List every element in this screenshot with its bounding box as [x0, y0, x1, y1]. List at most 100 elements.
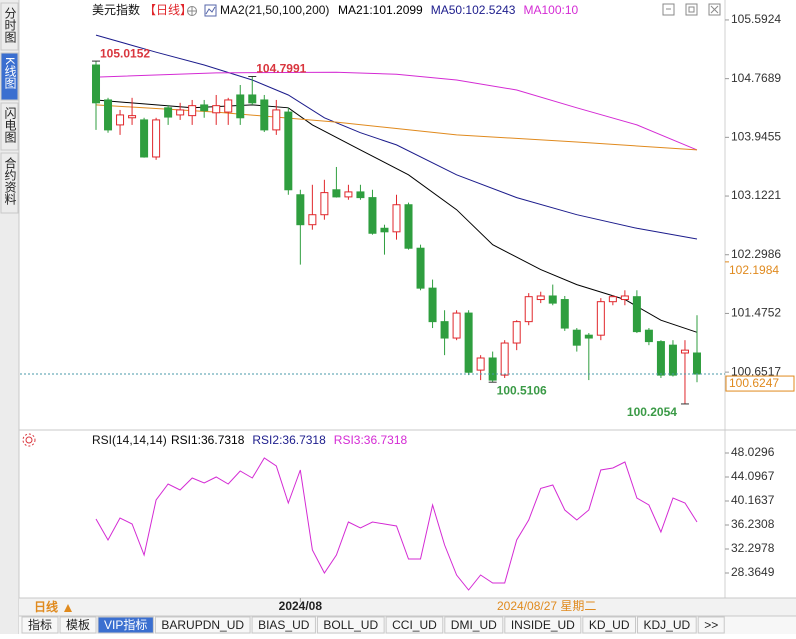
candle-body — [248, 94, 257, 104]
candle-body — [416, 247, 425, 289]
window-icons[interactable] — [662, 3, 721, 16]
price-marker-label: 102.1984 — [729, 263, 779, 277]
candle-body — [116, 114, 125, 126]
indicator-tab[interactable] — [582, 616, 637, 634]
sidebar-tab[interactable] — [0, 2, 19, 51]
ma-line — [95, 104, 698, 151]
y-tick-label: 48.0296 — [731, 445, 775, 459]
candle-body — [692, 352, 701, 375]
indicator-tab-label[interactable]: BARUPDN_UD — [161, 618, 244, 632]
ma-line — [95, 71, 698, 151]
candle-body — [356, 191, 365, 199]
ma-line — [95, 34, 698, 240]
candle-body — [596, 301, 605, 336]
candle-body — [668, 344, 677, 376]
candle-body — [572, 329, 581, 346]
indicator-tab[interactable] — [504, 616, 582, 634]
indicator-tab[interactable] — [154, 616, 251, 634]
indicator-tab[interactable] — [97, 616, 154, 634]
extreme-label: 105.0152 — [100, 46, 150, 60]
candle-body — [512, 321, 521, 344]
indicator-tab-label[interactable]: VIP指标 — [104, 617, 147, 632]
y-tick-label: 32.2978 — [731, 541, 775, 555]
candle-body — [632, 296, 641, 333]
candle-body — [332, 189, 341, 198]
sidebar-tab-label[interactable]: 合约资料 — [3, 156, 17, 205]
candle-body — [284, 111, 293, 191]
sidebar-tab-label[interactable]: 闪电图 — [3, 107, 17, 143]
sidebar-tab-label[interactable]: K线图 — [3, 57, 17, 89]
y-tick-label: 40.1637 — [731, 493, 775, 507]
x-tick-label: 2024/08 — [279, 599, 323, 613]
legend-entry: RSI3:36.7318 — [334, 433, 408, 447]
extreme-label: 104.7991 — [256, 62, 306, 76]
indicator-icon[interactable] — [204, 4, 217, 17]
indicator-tab-label[interactable]: DMI_UD — [451, 618, 497, 632]
legend-entry: MA21:101.2099 — [338, 3, 423, 17]
indicator-tab-label[interactable]: CCI_UD — [392, 618, 437, 632]
extreme-label: 100.2054 — [627, 405, 677, 419]
indicator-tab[interactable] — [444, 616, 504, 634]
indicator-tab-label[interactable]: 指标 — [28, 617, 52, 632]
indicator-tab[interactable] — [21, 616, 59, 634]
y-tick-label: 105.5924 — [731, 12, 781, 26]
period[interactable]: 【日线】 — [144, 3, 192, 17]
candle-body — [488, 357, 497, 381]
candle-body — [236, 94, 245, 119]
candle-body — [404, 204, 413, 249]
candle-body — [368, 197, 377, 234]
y-tick-label: 36.2308 — [731, 517, 775, 531]
time-axis-bar — [19, 598, 796, 616]
candle-body — [128, 115, 137, 119]
candle-body — [152, 119, 161, 158]
y-tick-label: 104.7689 — [731, 71, 781, 85]
y-tick-label: 101.4752 — [731, 306, 781, 320]
candle-body — [680, 349, 689, 354]
add-icon[interactable] — [187, 6, 197, 16]
rsi-line — [95, 457, 698, 591]
indicator-tab[interactable] — [316, 616, 385, 634]
indicator-tab-label[interactable]: INSIDE_UD — [511, 618, 575, 632]
indicator-tab[interactable] — [637, 616, 697, 634]
candle-body — [560, 299, 569, 329]
indicator-tab[interactable] — [251, 616, 316, 634]
sidebar-tab-label[interactable]: 分时图 — [3, 7, 17, 43]
sidebar-tab[interactable] — [0, 152, 19, 214]
indicator-tab[interactable] — [697, 616, 725, 634]
indicator-tab-label[interactable]: BIAS_UD — [258, 618, 310, 632]
candle-body — [440, 321, 449, 339]
candle-body — [200, 104, 209, 112]
indicator-tab-label[interactable]: 模板 — [66, 618, 90, 632]
candle-body — [476, 357, 485, 371]
sidebar-tab[interactable] — [0, 102, 19, 151]
indicator-tab-label[interactable]: KDJ_UD — [644, 618, 691, 632]
period-caret[interactable] — [64, 604, 72, 612]
rsi-settings-icon[interactable] — [22, 433, 36, 447]
period-button[interactable]: 日线 — [34, 599, 58, 614]
y-tick-label: 100.6517 — [731, 364, 781, 378]
y-tick-label: 103.9455 — [731, 130, 781, 144]
candle-body — [464, 312, 473, 373]
candle-body — [584, 334, 593, 339]
legend-entry: RSI2:36.7318 — [252, 433, 326, 447]
y-tick-label: 28.3649 — [731, 565, 775, 579]
legend-entry: MA100:10 — [523, 3, 578, 17]
last-price-box — [725, 375, 795, 392]
rsi-title: RSI(14,14,14) — [92, 433, 167, 447]
candle-body — [104, 99, 113, 131]
indicator-tab[interactable] — [385, 616, 444, 634]
candle-body — [500, 342, 509, 376]
indicator-tab-label[interactable]: KD_UD — [589, 618, 630, 632]
extreme-label: 100.5106 — [497, 383, 547, 397]
indicator-tab-label[interactable]: BOLL_UD — [323, 618, 378, 632]
sidebar-tab[interactable] — [0, 52, 19, 101]
candle-body — [296, 194, 305, 226]
indicator-tab-label[interactable]: >> — [704, 618, 718, 632]
indicator-tab[interactable] — [59, 616, 97, 634]
last-price-label: 100.6247 — [729, 376, 779, 390]
candle-body — [188, 105, 197, 117]
candle-body — [536, 295, 545, 301]
candle-body — [272, 109, 281, 131]
candle-body — [380, 227, 389, 233]
candle-body — [548, 295, 557, 304]
